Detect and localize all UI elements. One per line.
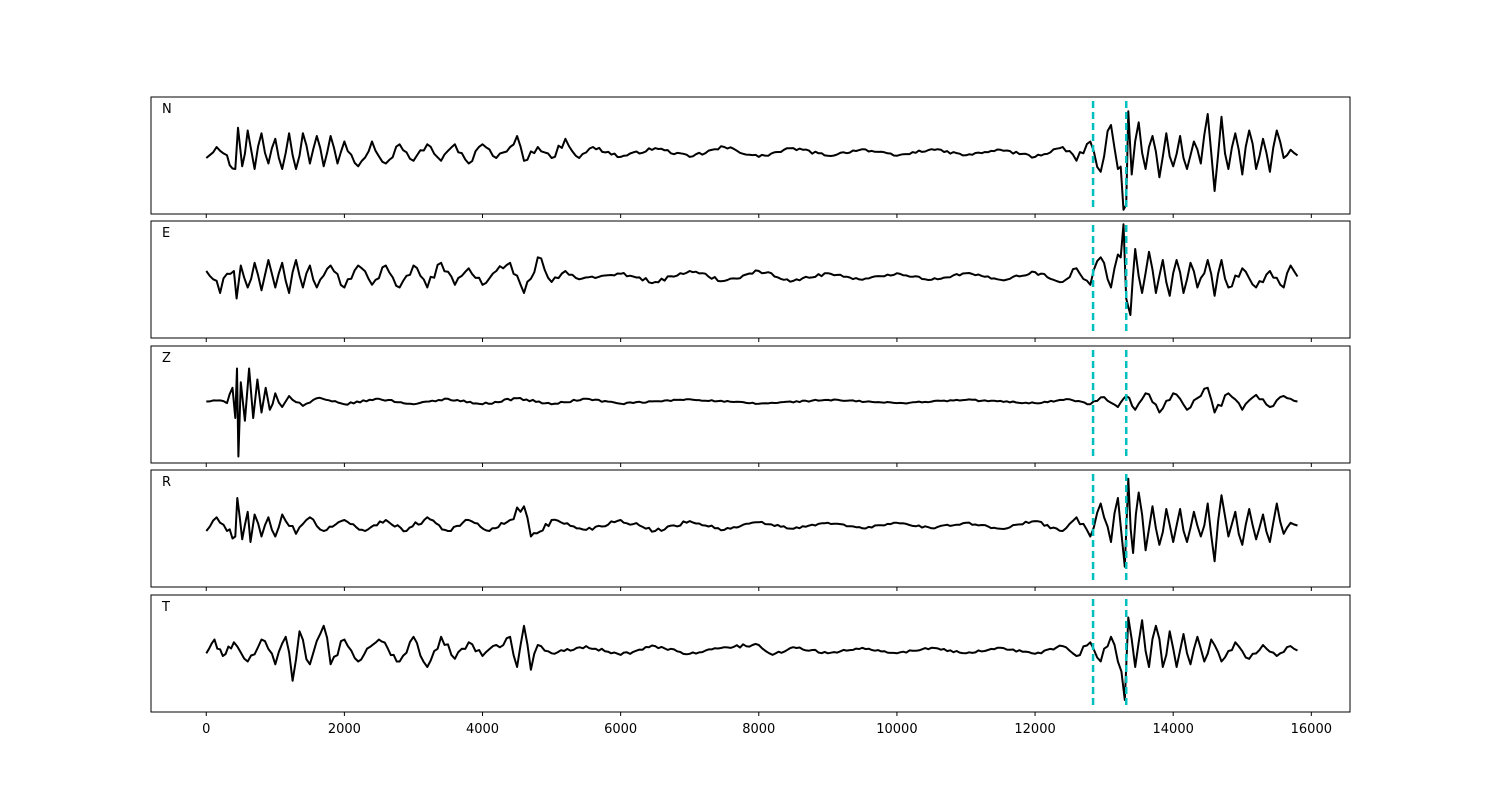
x-tick-label: 4000 bbox=[466, 722, 499, 737]
x-axis: 0 2000 4000 6000 8000 10000 12000 14000 16000 bbox=[202, 722, 1332, 737]
panel-N: N bbox=[150, 96, 1351, 218]
panel-label: R bbox=[162, 475, 171, 490]
x-tick-label: 14000 bbox=[1153, 722, 1194, 737]
x-tick-label: 10000 bbox=[876, 722, 917, 737]
trace-Z bbox=[206, 367, 1298, 458]
x-tick-label: 12000 bbox=[1014, 722, 1055, 737]
x-tick-label: 6000 bbox=[604, 722, 637, 737]
trace-E bbox=[205, 223, 1299, 316]
panel-frame bbox=[150, 594, 1351, 713]
trace-T bbox=[205, 616, 1298, 701]
panel-frame bbox=[150, 220, 1351, 339]
panel-label: Z bbox=[162, 351, 171, 366]
panel-T: T bbox=[150, 594, 1351, 716]
panel-label: E bbox=[162, 226, 170, 241]
panel-frame bbox=[150, 345, 1351, 464]
panel-E: E bbox=[150, 220, 1351, 342]
panel-R: R bbox=[150, 469, 1351, 591]
x-tick-label: 8000 bbox=[742, 722, 775, 737]
trace-R bbox=[205, 477, 1298, 568]
panel-Z: Z bbox=[150, 345, 1351, 467]
panel-label: N bbox=[162, 102, 172, 117]
x-tick-label: 16000 bbox=[1291, 722, 1332, 737]
x-tick-label: 0 bbox=[202, 722, 210, 737]
panel-stack: N E Z R T bbox=[150, 96, 1351, 716]
trace-N bbox=[205, 110, 1299, 211]
panel-label: T bbox=[161, 600, 170, 615]
x-tick-label: 2000 bbox=[328, 722, 361, 737]
panel-frame bbox=[150, 469, 1351, 588]
